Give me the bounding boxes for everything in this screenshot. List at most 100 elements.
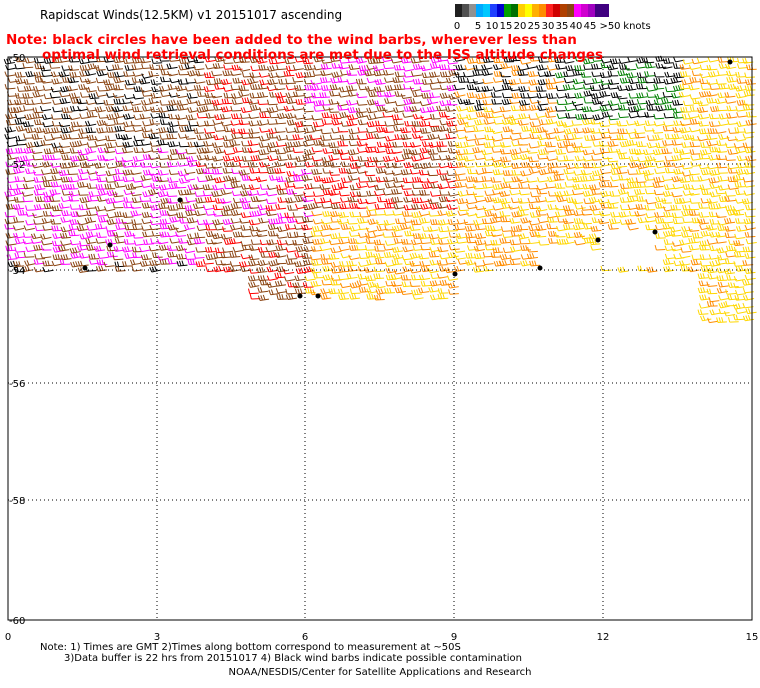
- wind-barb: [402, 211, 412, 216]
- wind-barb: [725, 225, 736, 231]
- wind-barb: [50, 196, 60, 202]
- wind-barb: [619, 211, 630, 218]
- wind-barb: [196, 246, 206, 252]
- wind-barb: [241, 106, 252, 113]
- wind-barb: [339, 148, 350, 155]
- wind-barb: [13, 224, 24, 231]
- wind-barb: [483, 204, 494, 211]
- wind-barb: [420, 190, 430, 196]
- wind-barb: [312, 155, 323, 161]
- wind-barb: [24, 175, 35, 181]
- wind-barb: [375, 203, 385, 209]
- wind-barb: [672, 133, 683, 140]
- wind-barb: [347, 272, 358, 278]
- wind-barb: [536, 111, 547, 118]
- wind-barb: [724, 268, 735, 274]
- wind-barb: [564, 71, 574, 77]
- wind-barb: [636, 168, 647, 174]
- wind-barb: [699, 203, 709, 208]
- wind-barb: [220, 197, 231, 204]
- wind-barb: [276, 244, 287, 250]
- wind-barb: [520, 146, 531, 152]
- wind-barb: [474, 245, 485, 252]
- wind-barb: [618, 188, 629, 195]
- wind-barb: [277, 155, 288, 161]
- wind-barb: [122, 246, 133, 253]
- wind-barb: [240, 196, 251, 203]
- wind-barb: [520, 78, 530, 84]
- wind-barb: [563, 217, 574, 223]
- wind-barb: [718, 168, 728, 174]
- wind-barb: [367, 281, 378, 288]
- wind-barb: [168, 258, 178, 264]
- wind-barb: [23, 196, 33, 201]
- wind-barb: [654, 99, 664, 105]
- wind-barb: [33, 154, 43, 160]
- wind-barb: [656, 55, 667, 61]
- wind-barb: [106, 225, 116, 231]
- wind-barb: [98, 155, 108, 161]
- wind-barb: [284, 275, 295, 282]
- wind-barb: [203, 184, 213, 190]
- wind-barb: [679, 91, 690, 98]
- wind-barb: [653, 134, 664, 140]
- wind-barb: [564, 127, 575, 134]
- wind-barb: [565, 92, 575, 98]
- wind-barb: [745, 232, 755, 238]
- wind-barb: [143, 231, 153, 237]
- wind-barb: [482, 167, 492, 172]
- wind-barb: [537, 176, 548, 182]
- wind-barb: [746, 155, 757, 161]
- wind-barb: [34, 204, 45, 210]
- wind-barb: [96, 237, 107, 243]
- wind-barb: [698, 273, 708, 279]
- note-line-1: Note: black circles have been added to t…: [6, 32, 577, 48]
- wind-barb: [466, 176, 476, 182]
- wind-barb: [224, 126, 234, 132]
- wind-barb: [664, 112, 674, 118]
- wind-barb: [275, 272, 285, 278]
- wind-barb: [439, 153, 450, 160]
- wind-barb: [608, 71, 618, 76]
- wind-barb: [248, 259, 259, 266]
- wind-barb: [473, 146, 484, 152]
- wind-barb: [476, 111, 487, 117]
- wind-barb: [338, 141, 348, 146]
- wind-barb: [617, 93, 627, 99]
- wind-barb: [131, 168, 142, 175]
- wind-barb: [689, 226, 699, 232]
- scale-tick-label: 5: [475, 21, 481, 32]
- wind-barb: [159, 112, 169, 117]
- wind-barb: [439, 112, 449, 118]
- wind-barb: [112, 105, 123, 112]
- wind-barb: [608, 181, 618, 187]
- wind-barb: [321, 128, 331, 134]
- wind-barb: [285, 224, 295, 230]
- wind-barb: [653, 181, 664, 187]
- wind-barb: [277, 294, 287, 299]
- wind-barb: [745, 211, 755, 217]
- wind-barb: [293, 190, 304, 196]
- wind-barb: [392, 162, 402, 168]
- wind-barb: [287, 188, 297, 194]
- wind-barb: [421, 64, 432, 71]
- wind-barb: [6, 245, 16, 250]
- wind-barb: [412, 289, 422, 295]
- wind-barb: [268, 78, 279, 85]
- wind-barb: [410, 266, 421, 273]
- wind-barb: [59, 70, 70, 77]
- wind-barb: [376, 258, 386, 264]
- wind-barb: [608, 128, 618, 134]
- wind-barb: [33, 112, 43, 118]
- wind-barb: [347, 85, 357, 91]
- wind-barb: [275, 251, 286, 258]
- wind-barb: [205, 196, 215, 202]
- wind-barb: [509, 78, 520, 85]
- wind-barb: [187, 92, 197, 98]
- wind-barb: [384, 63, 394, 69]
- wind-barb: [510, 245, 521, 252]
- wind-barb: [377, 105, 388, 111]
- wind-barb: [404, 83, 414, 88]
- wind-barb: [563, 205, 573, 211]
- wind-barb: [170, 216, 181, 223]
